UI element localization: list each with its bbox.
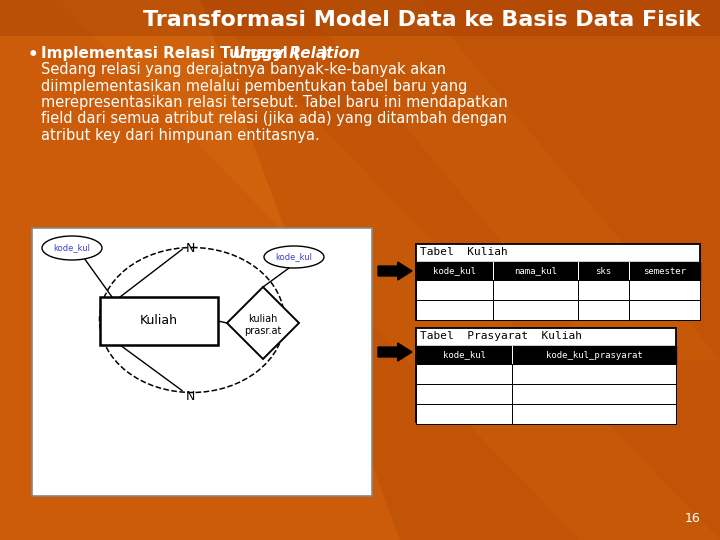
Text: Kuliah: Kuliah xyxy=(140,314,178,327)
Text: Tabel  Prasyarat  Kuliah: Tabel Prasyarat Kuliah xyxy=(420,331,582,341)
Bar xyxy=(416,280,700,300)
Bar xyxy=(416,328,676,422)
Text: diimplementasikan melalui pembentukan tabel baru yang: diimplementasikan melalui pembentukan ta… xyxy=(41,78,467,93)
Text: Tabel  Kuliah: Tabel Kuliah xyxy=(420,247,508,257)
Text: nama_kul: nama_kul xyxy=(514,267,557,275)
Bar xyxy=(416,404,676,424)
Text: kode_kul: kode_kul xyxy=(433,267,476,275)
Text: N: N xyxy=(185,241,194,254)
Polygon shape xyxy=(227,287,299,359)
Bar xyxy=(100,297,218,345)
Polygon shape xyxy=(378,262,412,280)
Bar xyxy=(32,228,372,496)
Bar xyxy=(416,262,700,280)
Polygon shape xyxy=(0,0,720,36)
Ellipse shape xyxy=(264,246,324,268)
Text: kode_kul: kode_kul xyxy=(443,350,485,360)
Text: kode_kul: kode_kul xyxy=(276,253,312,261)
Text: •: • xyxy=(28,46,39,64)
Polygon shape xyxy=(378,343,412,361)
Text: kuliah
prasr.at: kuliah prasr.at xyxy=(244,314,282,336)
Text: merepresentasikan relasi tersebut. Tabel baru ini mendapatkan: merepresentasikan relasi tersebut. Tabel… xyxy=(41,95,508,110)
Text: Sedang relasi yang derajatnya banyak-ke-banyak akan: Sedang relasi yang derajatnya banyak-ke-… xyxy=(41,62,446,77)
Bar xyxy=(416,244,700,320)
Bar xyxy=(416,346,676,364)
Text: Transformasi Model Data ke Basis Data Fisik: Transformasi Model Data ke Basis Data Fi… xyxy=(143,10,700,30)
Text: 16: 16 xyxy=(684,512,700,525)
Text: kode_kul: kode_kul xyxy=(53,244,91,253)
Text: atribut key dari himpunan entitasnya.: atribut key dari himpunan entitasnya. xyxy=(41,128,320,143)
Text: ): ) xyxy=(321,46,328,61)
Bar xyxy=(416,300,700,320)
Text: semester: semester xyxy=(643,267,686,275)
Text: Implementasi Relasi Tunggal (: Implementasi Relasi Tunggal ( xyxy=(41,46,300,61)
Polygon shape xyxy=(60,0,720,540)
Bar xyxy=(416,384,676,404)
Bar xyxy=(416,364,676,384)
Text: Unary Relation: Unary Relation xyxy=(233,46,360,61)
Text: kode_kul_prasyarat: kode_kul_prasyarat xyxy=(546,350,642,360)
Text: field dari semua atribut relasi (jika ada) yang ditambah dengan: field dari semua atribut relasi (jika ad… xyxy=(41,111,507,126)
Text: sks: sks xyxy=(595,267,611,275)
Ellipse shape xyxy=(42,236,102,260)
Text: N: N xyxy=(185,389,194,402)
Polygon shape xyxy=(300,0,720,360)
Polygon shape xyxy=(200,0,720,540)
